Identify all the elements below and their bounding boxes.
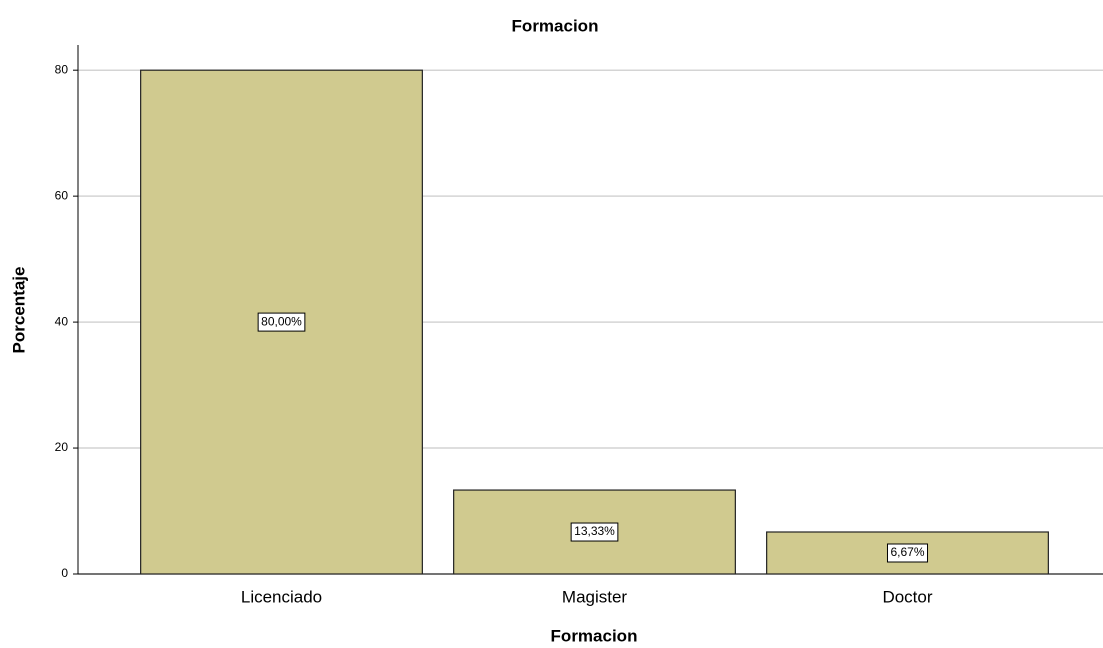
value-label: 80,00%	[261, 314, 302, 328]
value-label: 6,67%	[890, 545, 924, 559]
x-tick-label: Doctor	[882, 587, 932, 606]
x-tick-label: Licenciado	[241, 587, 322, 606]
value-label-box	[570, 522, 619, 542]
value-label-box	[886, 543, 929, 563]
value-label-box	[257, 312, 306, 332]
chart-title: Formacion	[512, 16, 599, 35]
y-tick-label: 60	[55, 188, 69, 202]
value-label: 13,33%	[574, 524, 615, 538]
x-tick-label: Magister	[562, 587, 628, 606]
x-axis-label: Formacion	[551, 626, 638, 645]
y-tick-label: 80	[55, 62, 69, 76]
y-axis-label: Porcentaje	[9, 267, 28, 354]
y-tick-label: 40	[55, 314, 69, 328]
y-tick-label: 20	[55, 440, 69, 454]
y-tick-label: 0	[61, 566, 68, 580]
